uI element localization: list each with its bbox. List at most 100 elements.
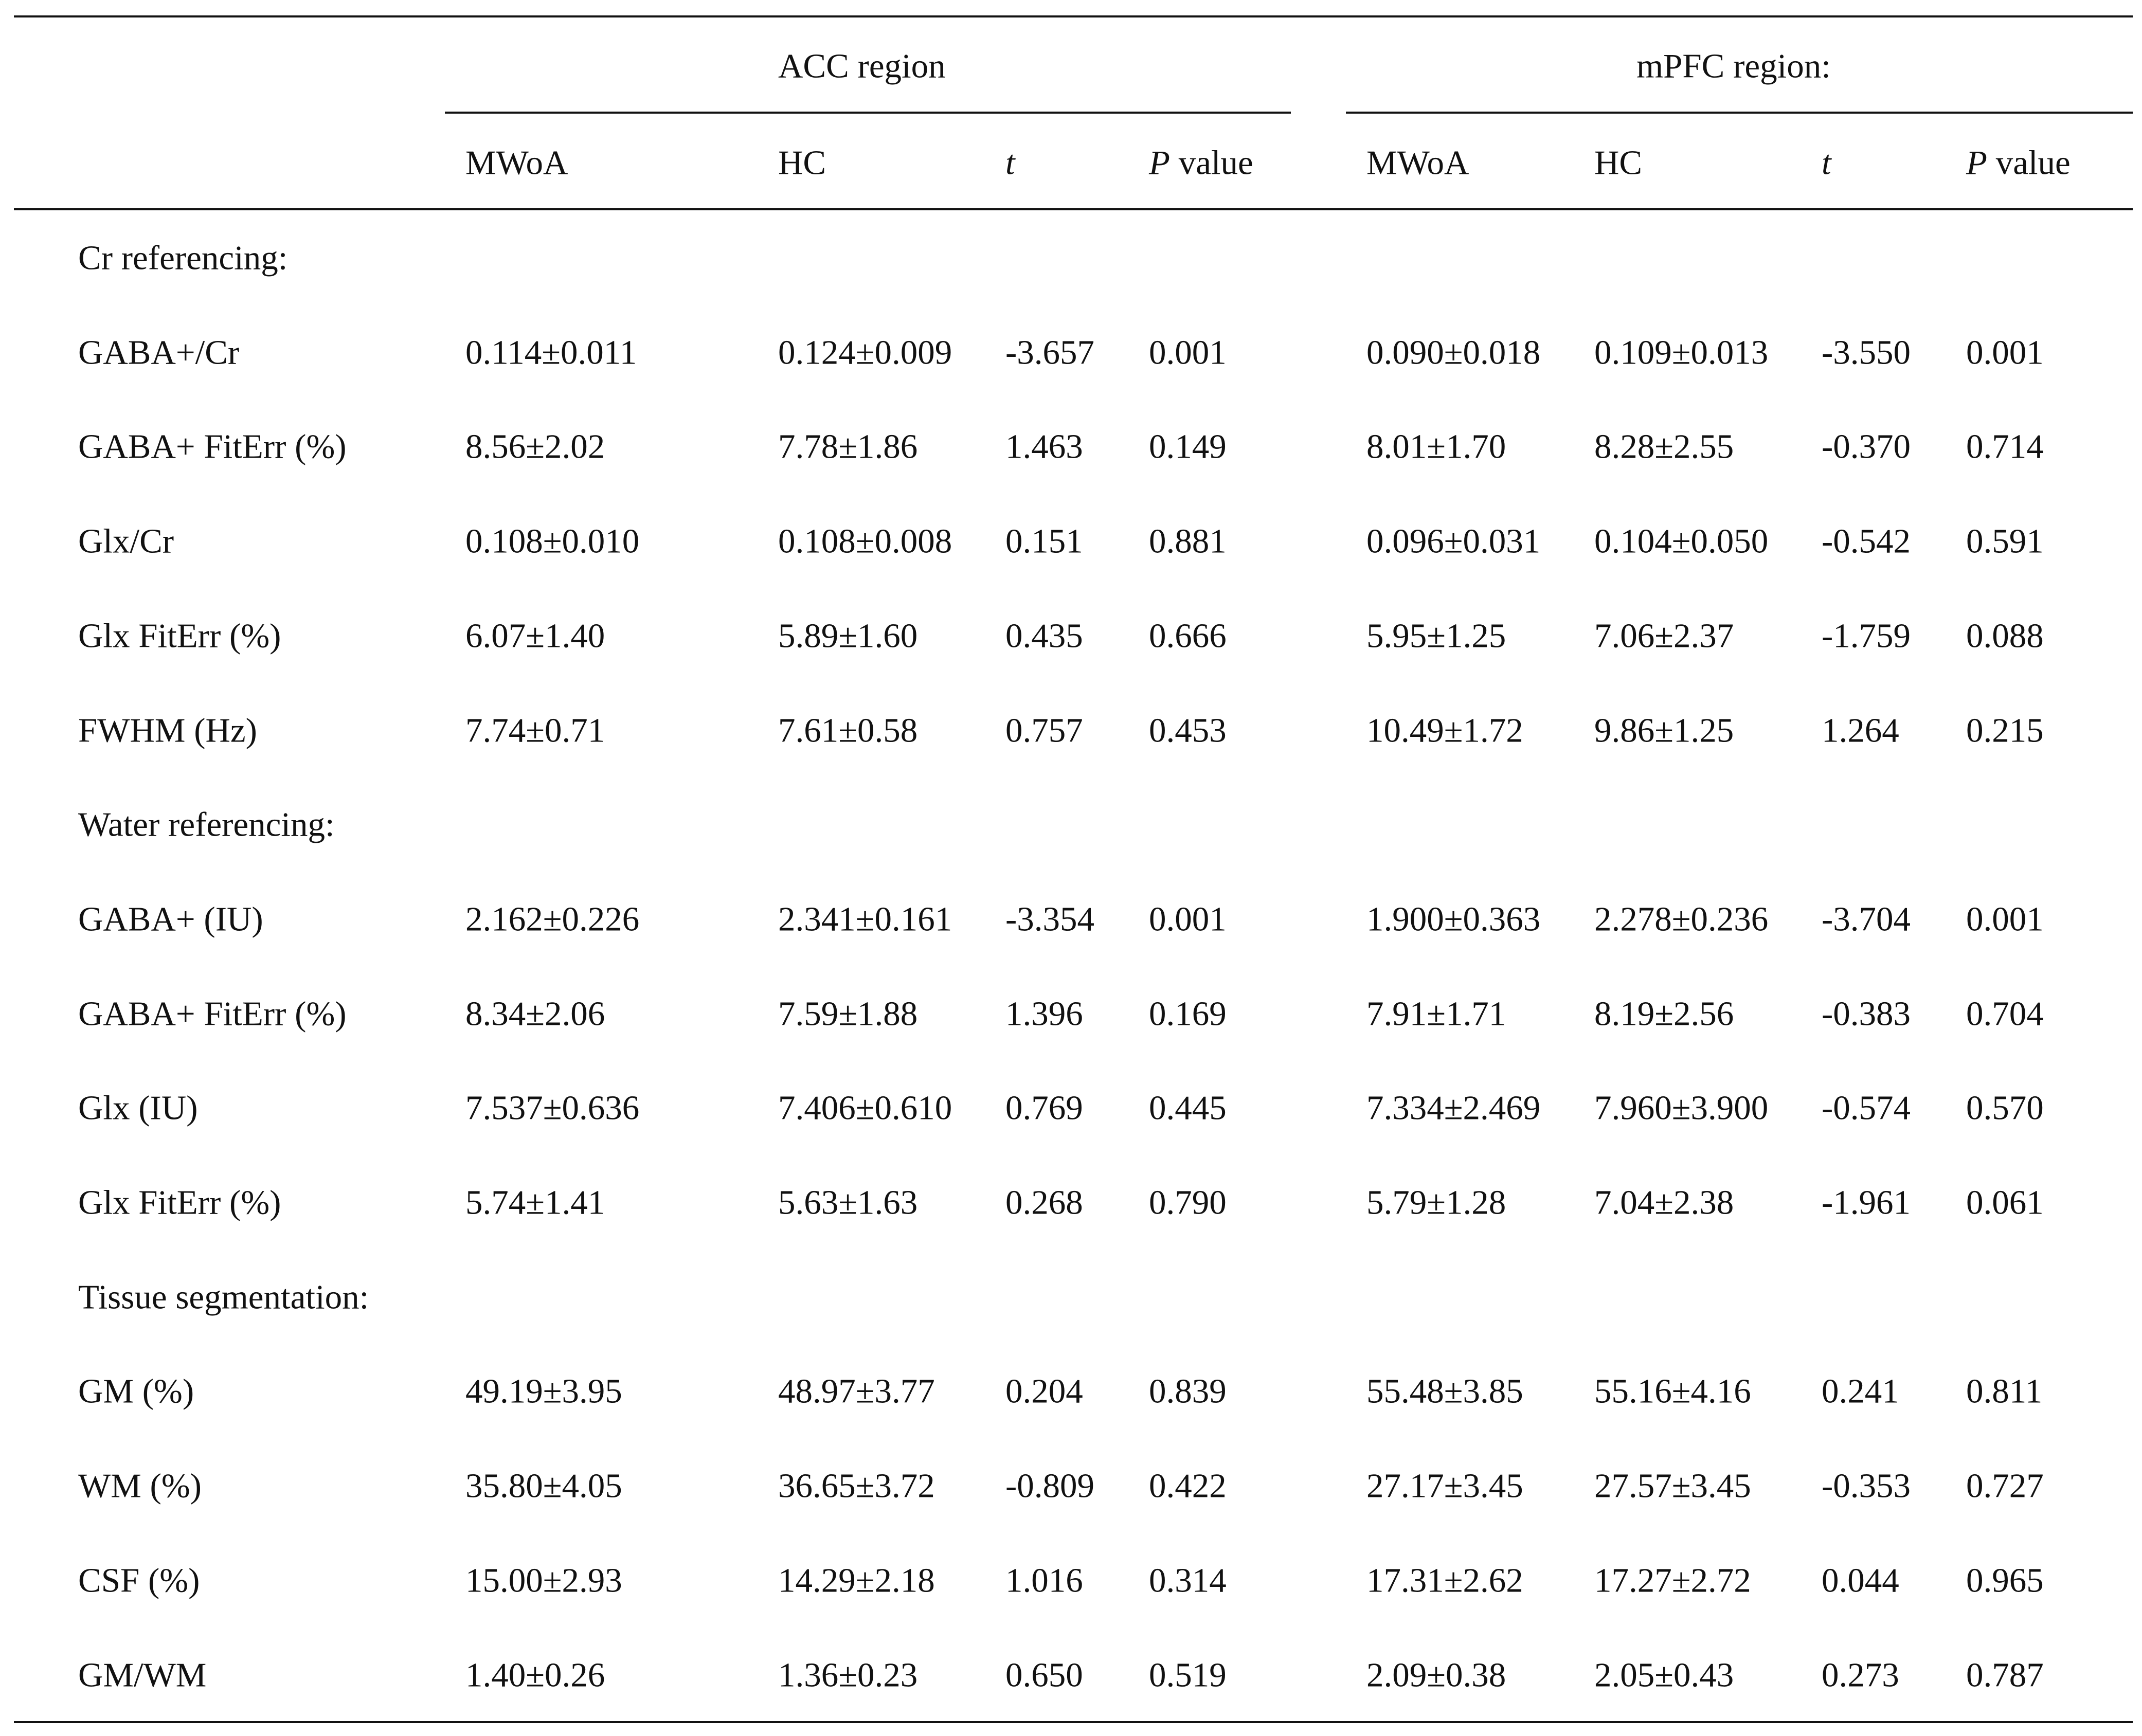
table-cell: 1.396	[1005, 994, 1083, 1033]
table-cell: 0.714	[1966, 427, 2044, 466]
section-label: Water referencing:	[78, 805, 335, 844]
table-cell: 0.001	[1149, 900, 1227, 938]
section-label: Cr referencing:	[78, 239, 288, 277]
table-cell: 1.40±0.26	[465, 1656, 605, 1694]
table-cell: 2.341±0.161	[778, 900, 952, 938]
table-cell: -0.574	[1822, 1089, 1911, 1127]
table-cell: 0.044	[1822, 1561, 1899, 1600]
table-cell: 7.61±0.58	[778, 711, 918, 749]
table-cell: 1.264	[1822, 711, 1899, 749]
table-cell: -0.353	[1822, 1467, 1911, 1505]
row-label: GABA+ (IU)	[78, 900, 263, 938]
column-header: t	[1822, 143, 1831, 182]
table-cell: 0.591	[1966, 522, 2044, 560]
table-cell: 0.169	[1149, 994, 1227, 1033]
table-cell: 0.151	[1005, 522, 1083, 560]
table-cell: 2.278±0.236	[1594, 900, 1769, 938]
table-cell: 0.241	[1822, 1372, 1899, 1410]
table-cell: 0.790	[1149, 1183, 1227, 1222]
table-cell: 1.900±0.363	[1366, 900, 1541, 938]
table-cell: 0.061	[1966, 1183, 2044, 1222]
table-cell: 2.162±0.226	[465, 900, 640, 938]
table-cell: 0.090±0.018	[1366, 333, 1541, 372]
table-cell: 0.109±0.013	[1594, 333, 1769, 372]
table-cell: -0.809	[1005, 1467, 1095, 1505]
table-cell: 5.74±1.41	[465, 1183, 605, 1222]
table-cell: 35.80±4.05	[465, 1467, 622, 1505]
table-cell: 8.28±2.55	[1594, 427, 1734, 466]
table-cell: 7.74±0.71	[465, 711, 605, 749]
table-cell: 0.422	[1149, 1467, 1227, 1505]
table-cell: 0.704	[1966, 994, 2044, 1033]
section-label: Tissue segmentation:	[78, 1278, 369, 1316]
column-header: MWoA	[465, 143, 568, 182]
table-cell: 0.268	[1005, 1183, 1083, 1222]
table-cell: 0.839	[1149, 1372, 1227, 1410]
table-cell: -1.961	[1822, 1183, 1911, 1222]
table-cell: 7.91±1.71	[1366, 994, 1506, 1033]
table-cell: 0.108±0.008	[778, 522, 952, 560]
column-header: HC	[778, 143, 826, 182]
row-label: Glx FitErr (%)	[78, 1183, 281, 1222]
table-cell: 0.204	[1005, 1372, 1083, 1410]
row-label: GABA+/Cr	[78, 333, 240, 372]
row-label: GABA+ FitErr (%)	[78, 427, 347, 466]
table-cell: 0.965	[1966, 1561, 2044, 1600]
table-cell: -3.550	[1822, 333, 1911, 372]
column-header: P value	[1966, 143, 2071, 182]
table-cell: 7.78±1.86	[778, 427, 918, 466]
row-label: Glx FitErr (%)	[78, 617, 281, 655]
table-cell: 1.016	[1005, 1561, 1083, 1600]
table-cell: 7.334±2.469	[1366, 1089, 1541, 1127]
table-cell: 7.04±2.38	[1594, 1183, 1734, 1222]
table-cell: 2.05±0.43	[1594, 1656, 1734, 1694]
table-cell: 7.406±0.610	[778, 1089, 952, 1127]
group-header-mpfc: mPFC region:	[1636, 47, 1831, 85]
column-header: MWoA	[1366, 143, 1469, 182]
table-cell: 0.001	[1149, 333, 1227, 372]
mpfc-group-rule	[1346, 112, 2133, 114]
table-cell: 0.104±0.050	[1594, 522, 1769, 560]
table-cell: -3.657	[1005, 333, 1095, 372]
table-cell: 0.108±0.010	[465, 522, 640, 560]
table-cell: 5.63±1.63	[778, 1183, 918, 1222]
table-cell: 55.16±4.16	[1594, 1372, 1751, 1410]
table-cell: 0.215	[1966, 711, 2044, 749]
group-header-acc: ACC region	[778, 47, 946, 85]
table-bottom-rule	[14, 1721, 2133, 1723]
table-cell: 8.01±1.70	[1366, 427, 1506, 466]
table-cell: 5.89±1.60	[778, 617, 918, 655]
table-cell: 0.881	[1149, 522, 1227, 560]
table-cell: 9.86±1.25	[1594, 711, 1734, 749]
table-cell: 27.57±3.45	[1594, 1467, 1751, 1505]
row-label: FWHM (Hz)	[78, 711, 257, 749]
row-label: GM/WM	[78, 1656, 207, 1694]
table-cell: 7.06±2.37	[1594, 617, 1734, 655]
table-cell: -0.370	[1822, 427, 1911, 466]
row-label: GABA+ FitErr (%)	[78, 994, 347, 1033]
table-cell: 0.001	[1966, 900, 2044, 938]
table-cell: 36.65±3.72	[778, 1467, 935, 1505]
table-cell: 0.088	[1966, 617, 2044, 655]
table-cell: 55.48±3.85	[1366, 1372, 1523, 1410]
row-label: CSF (%)	[78, 1561, 200, 1600]
table-cell: -3.354	[1005, 900, 1095, 938]
table-cell: 0.769	[1005, 1089, 1083, 1127]
column-header: t	[1005, 143, 1015, 182]
table-cell: -3.704	[1822, 900, 1911, 938]
row-label: Glx (IU)	[78, 1089, 198, 1127]
table-cell: 0.114±0.011	[465, 333, 637, 372]
table-cell: 0.453	[1149, 711, 1227, 749]
table-cell: 0.519	[1149, 1656, 1227, 1694]
header-bottom-rule	[14, 208, 2133, 210]
table-cell: 17.31±2.62	[1366, 1561, 1523, 1600]
column-header: P value	[1149, 143, 1253, 182]
table-cell: 0.001	[1966, 333, 2044, 372]
table-cell: 1.463	[1005, 427, 1083, 466]
acc-group-rule	[445, 112, 1291, 114]
table-cell: -0.383	[1822, 994, 1911, 1033]
table-cell: 0.096±0.031	[1366, 522, 1541, 560]
table-cell: 0.570	[1966, 1089, 2044, 1127]
table-cell: 0.727	[1966, 1467, 2044, 1505]
table-cell: 8.19±2.56	[1594, 994, 1734, 1033]
